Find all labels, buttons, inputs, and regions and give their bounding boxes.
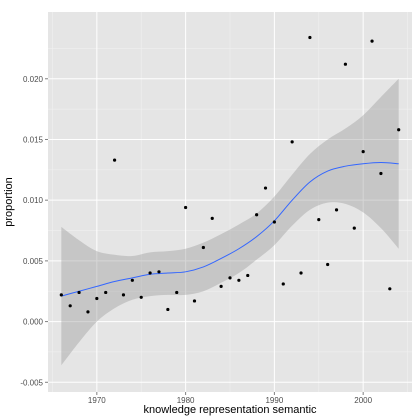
trend-line <box>61 162 399 297</box>
data-point <box>210 216 214 220</box>
data-point <box>219 284 223 288</box>
data-point <box>255 213 259 217</box>
data-point <box>361 150 365 154</box>
data-point <box>228 276 232 280</box>
data-point <box>272 220 276 224</box>
y-axis: -0.005 0.000 0.005 0.010 0.015 0.020 <box>20 75 48 387</box>
data-point <box>59 293 63 297</box>
data-points <box>59 35 401 314</box>
data-point <box>130 278 134 282</box>
data-point <box>68 304 72 308</box>
data-point <box>77 290 81 295</box>
data-point <box>246 273 250 278</box>
major-grid <box>48 12 412 392</box>
y-tick-label: 0.010 <box>23 196 44 205</box>
data-point <box>388 287 392 291</box>
data-point <box>299 271 303 275</box>
data-point <box>317 218 321 222</box>
y-tick-label: 0.015 <box>23 135 44 144</box>
data-point <box>379 171 383 176</box>
data-point <box>352 226 356 230</box>
data-point <box>370 39 374 43</box>
data-point <box>343 62 348 66</box>
data-point <box>192 299 197 303</box>
data-point <box>104 290 108 295</box>
y-tick-label: 0.000 <box>23 318 44 327</box>
data-point <box>334 208 339 212</box>
x-tick-label: 1970 <box>88 396 106 405</box>
data-point <box>175 290 179 295</box>
x-tick-label: 1980 <box>177 396 195 405</box>
x-axis: 1970 1980 1990 2000 <box>88 392 373 405</box>
x-axis-title: knowledge representation semantic <box>143 404 317 416</box>
data-point <box>121 293 126 297</box>
y-tick-label: -0.005 <box>20 378 43 387</box>
data-point <box>308 35 312 40</box>
data-point <box>397 128 401 132</box>
data-point <box>201 245 205 250</box>
y-tick-label: 0.005 <box>23 257 44 266</box>
data-point <box>112 158 117 162</box>
minor-grid <box>48 12 412 392</box>
data-point <box>148 271 152 275</box>
data-point <box>290 140 294 144</box>
data-point <box>326 262 330 267</box>
data-point <box>184 205 188 210</box>
data-point <box>95 296 99 301</box>
data-point <box>237 278 241 282</box>
data-point <box>166 307 170 312</box>
data-point <box>157 270 161 274</box>
data-point <box>86 310 90 314</box>
data-point <box>263 186 268 190</box>
data-point <box>281 282 285 286</box>
y-axis-title: proportion <box>3 177 15 227</box>
data-point <box>139 295 143 299</box>
x-tick-label: 2000 <box>354 396 372 405</box>
y-tick-label: 0.020 <box>23 75 44 84</box>
confidence-ribbon <box>61 78 399 366</box>
x-tick-label: 1990 <box>265 396 283 405</box>
